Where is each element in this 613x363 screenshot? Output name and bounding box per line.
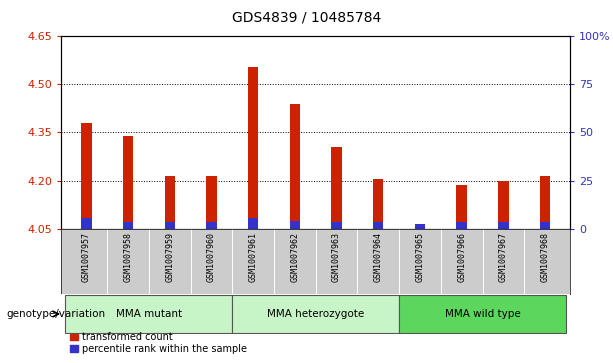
- Text: GSM1007960: GSM1007960: [207, 232, 216, 282]
- Text: MMA mutant: MMA mutant: [116, 309, 182, 319]
- Text: MMA wild type: MMA wild type: [444, 309, 520, 319]
- Text: GSM1007959: GSM1007959: [166, 232, 174, 282]
- Bar: [248, 219, 258, 229]
- Bar: [540, 222, 550, 229]
- Text: GSM1007963: GSM1007963: [332, 232, 341, 282]
- Text: MMA heterozygote: MMA heterozygote: [267, 309, 364, 319]
- Bar: [123, 136, 133, 229]
- Bar: [498, 222, 509, 229]
- Bar: [164, 222, 175, 229]
- Text: GSM1007962: GSM1007962: [291, 232, 299, 282]
- Bar: [373, 179, 384, 229]
- Bar: [81, 219, 91, 229]
- Bar: [289, 104, 300, 229]
- Bar: [206, 176, 216, 229]
- Bar: [498, 180, 509, 229]
- Bar: [206, 222, 216, 229]
- FancyBboxPatch shape: [66, 295, 232, 333]
- Legend: transformed count, percentile rank within the sample: transformed count, percentile rank withi…: [66, 329, 251, 358]
- Text: GSM1007961: GSM1007961: [249, 232, 257, 282]
- Bar: [332, 222, 342, 229]
- Bar: [164, 176, 175, 229]
- Text: GSM1007958: GSM1007958: [124, 232, 132, 282]
- Text: GSM1007966: GSM1007966: [457, 232, 466, 282]
- Text: genotype/variation: genotype/variation: [6, 309, 105, 319]
- Bar: [415, 224, 425, 229]
- Text: GSM1007964: GSM1007964: [374, 232, 383, 282]
- Bar: [415, 225, 425, 229]
- Bar: [289, 221, 300, 229]
- Bar: [81, 123, 91, 229]
- Text: GSM1007957: GSM1007957: [82, 232, 91, 282]
- FancyBboxPatch shape: [232, 295, 399, 333]
- Text: GSM1007965: GSM1007965: [416, 232, 424, 282]
- Bar: [373, 222, 384, 229]
- Text: GSM1007968: GSM1007968: [541, 232, 550, 282]
- Bar: [248, 67, 258, 229]
- Bar: [540, 176, 550, 229]
- Text: GDS4839 / 10485784: GDS4839 / 10485784: [232, 11, 381, 25]
- Bar: [123, 222, 133, 229]
- Bar: [457, 222, 467, 229]
- Text: GSM1007967: GSM1007967: [499, 232, 508, 282]
- Bar: [332, 147, 342, 229]
- FancyBboxPatch shape: [399, 295, 566, 333]
- Bar: [457, 185, 467, 229]
